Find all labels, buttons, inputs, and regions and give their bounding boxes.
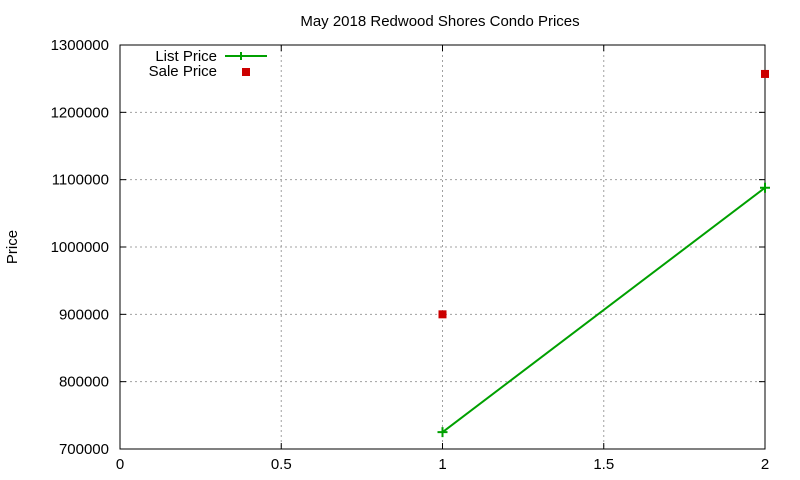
y-tick-label: 1000000: [51, 239, 109, 256]
data-point: [760, 182, 770, 193]
x-tick-label: 0.5: [271, 456, 292, 473]
legend-list-label: List Price: [155, 48, 217, 65]
legend-sale-label: Sale Price: [149, 63, 217, 80]
series: [437, 69, 770, 438]
x-tick-label: 1: [438, 456, 446, 473]
legend-list-marker-icon: [237, 52, 245, 60]
x-tick-label: 1.5: [593, 456, 614, 473]
y-tick-label: 1100000: [52, 172, 109, 189]
x-tick-label: 0: [116, 456, 124, 473]
data-point: [437, 427, 448, 438]
legend: List Price Sale Price: [149, 48, 267, 80]
plot-border: [119, 44, 766, 450]
y-tick-label: 1200000: [51, 104, 109, 121]
legend-sale-marker-icon: [242, 68, 250, 76]
series-line: [441, 186, 766, 433]
data-point: [761, 69, 769, 78]
axis-ticks: 0 0.5 1 1.5 2 700000 800000 900000 1000000 110000…: [51, 37, 770, 473]
y-tick-label: 1300000: [51, 37, 109, 54]
y-axis-label: Price: [4, 230, 21, 264]
y-tick-label: 900000: [59, 306, 109, 323]
y-tick-label: 700000: [59, 441, 109, 458]
y-tick-label: 800000: [59, 374, 109, 391]
data-point: [438, 310, 447, 319]
grid: [120, 45, 765, 449]
x-tick-label: 2: [761, 456, 769, 473]
chart-title: May 2018 Redwood Shores Condo Prices: [300, 13, 579, 30]
